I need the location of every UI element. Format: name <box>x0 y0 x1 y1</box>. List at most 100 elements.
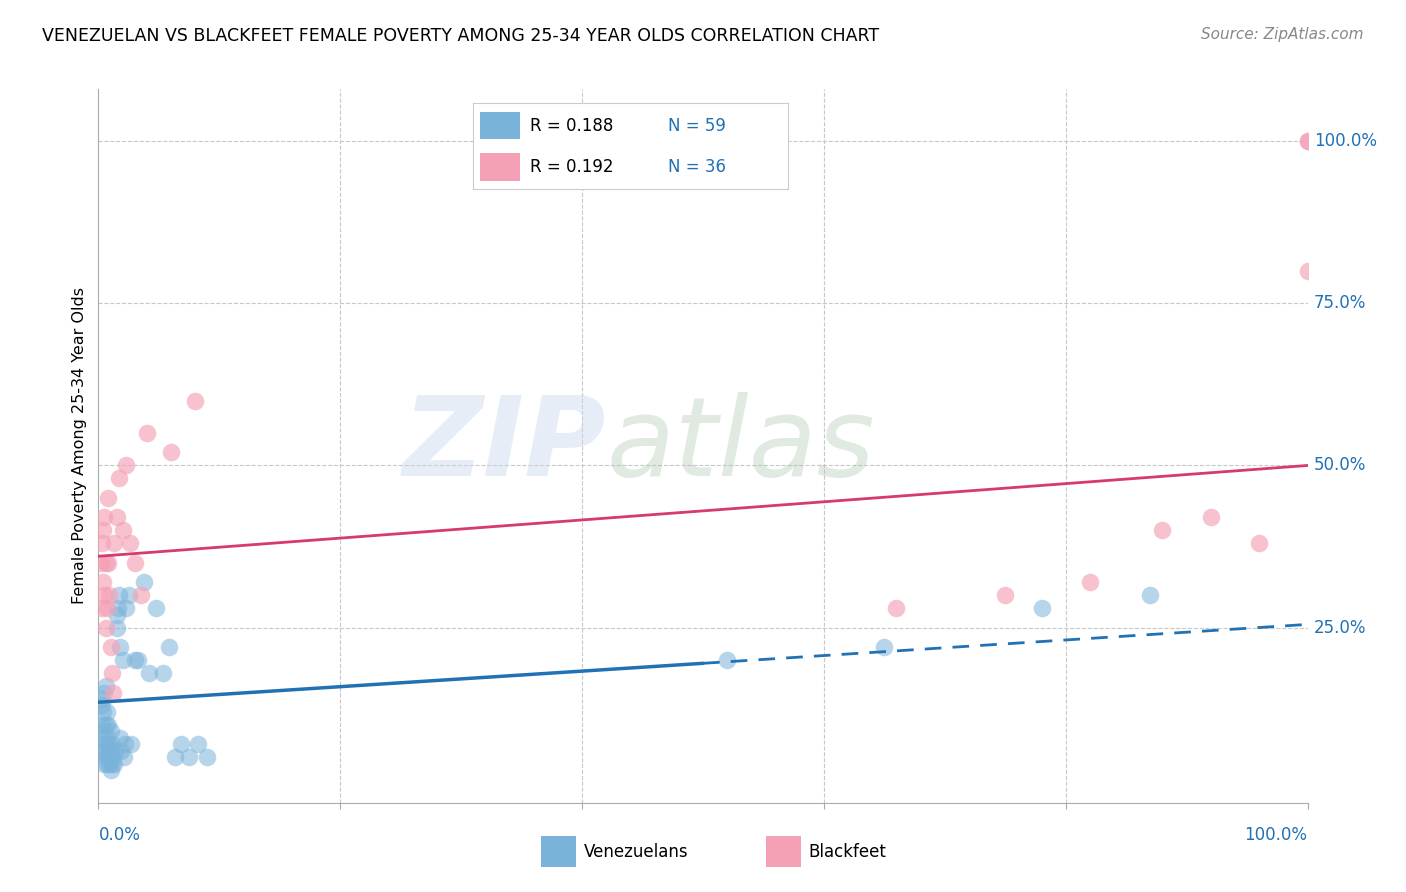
Point <box>93 588 115 602</box>
Point <box>994 588 1017 602</box>
Point <box>1139 588 1161 602</box>
Point <box>97 750 120 764</box>
Point <box>100 738 122 752</box>
Point <box>187 738 209 752</box>
Point <box>115 458 138 473</box>
Point <box>110 744 132 758</box>
Point <box>107 601 129 615</box>
Point <box>90 692 112 706</box>
Point <box>94 738 117 752</box>
Point <box>93 756 115 771</box>
Point <box>114 738 136 752</box>
Point <box>100 750 122 764</box>
Point <box>184 393 207 408</box>
Point <box>1249 536 1271 550</box>
Point <box>100 764 122 778</box>
Point <box>1152 524 1174 538</box>
Point <box>1199 510 1222 524</box>
Point <box>1296 134 1319 148</box>
Point <box>94 679 117 693</box>
Point <box>135 425 157 440</box>
Point <box>124 653 146 667</box>
Point <box>101 685 124 699</box>
Point <box>93 724 115 739</box>
Point <box>91 601 114 615</box>
Point <box>100 724 122 739</box>
Point <box>152 666 174 681</box>
Point <box>97 718 120 732</box>
Point <box>100 666 122 681</box>
Point <box>96 601 118 615</box>
Text: 50.0%: 50.0% <box>1313 457 1367 475</box>
Text: ZIP: ZIP <box>402 392 606 500</box>
Point <box>103 756 125 771</box>
Point <box>134 575 156 590</box>
Point <box>96 756 118 771</box>
Point <box>97 738 120 752</box>
Point <box>108 588 131 602</box>
Point <box>112 750 135 764</box>
Point <box>94 750 117 764</box>
Point <box>169 738 191 752</box>
Point <box>91 718 114 732</box>
Point <box>103 536 125 550</box>
Text: Venezuelans: Venezuelans <box>583 843 688 861</box>
Point <box>94 621 117 635</box>
Point <box>120 738 142 752</box>
Text: 25.0%: 25.0% <box>1313 619 1367 637</box>
Point <box>108 471 131 485</box>
Point <box>118 536 141 550</box>
Point <box>163 750 186 764</box>
Point <box>111 524 134 538</box>
Point <box>145 601 167 615</box>
Point <box>93 744 115 758</box>
Point <box>138 666 160 681</box>
Point <box>108 640 131 654</box>
Text: 100.0%: 100.0% <box>1244 825 1308 844</box>
Point <box>1031 601 1053 615</box>
Point <box>195 750 218 764</box>
Point <box>104 744 127 758</box>
Point <box>111 653 134 667</box>
Point <box>91 575 114 590</box>
Point <box>91 705 114 719</box>
Point <box>160 445 183 459</box>
Point <box>90 556 112 570</box>
Point <box>129 588 152 602</box>
Point <box>105 607 128 622</box>
Y-axis label: Female Poverty Among 25-34 Year Olds: Female Poverty Among 25-34 Year Olds <box>72 287 87 605</box>
Point <box>97 491 120 505</box>
Point <box>100 756 122 771</box>
Point <box>93 510 115 524</box>
Point <box>96 705 118 719</box>
Point <box>98 744 121 758</box>
Point <box>101 750 124 764</box>
Point <box>118 588 141 602</box>
Point <box>115 601 138 615</box>
Point <box>716 653 738 667</box>
Text: atlas: atlas <box>606 392 875 500</box>
Text: 0.0%: 0.0% <box>98 825 141 844</box>
Point <box>1078 575 1101 590</box>
Point <box>94 556 117 570</box>
Point <box>91 698 114 713</box>
Point <box>157 640 180 654</box>
Point <box>100 640 122 654</box>
Point <box>1296 264 1319 278</box>
Point <box>97 556 120 570</box>
Point <box>886 601 908 615</box>
Point <box>91 536 114 550</box>
Text: 75.0%: 75.0% <box>1313 294 1367 312</box>
Point <box>108 731 131 745</box>
Point <box>127 653 149 667</box>
Point <box>91 744 114 758</box>
Point <box>873 640 896 654</box>
Point <box>177 750 201 764</box>
Text: 100.0%: 100.0% <box>1313 132 1376 150</box>
Text: VENEZUELAN VS BLACKFEET FEMALE POVERTY AMONG 25-34 YEAR OLDS CORRELATION CHART: VENEZUELAN VS BLACKFEET FEMALE POVERTY A… <box>42 27 879 45</box>
Point <box>105 621 128 635</box>
Text: Blackfeet: Blackfeet <box>808 843 886 861</box>
Point <box>98 588 121 602</box>
Point <box>1296 134 1319 148</box>
Point <box>91 524 114 538</box>
